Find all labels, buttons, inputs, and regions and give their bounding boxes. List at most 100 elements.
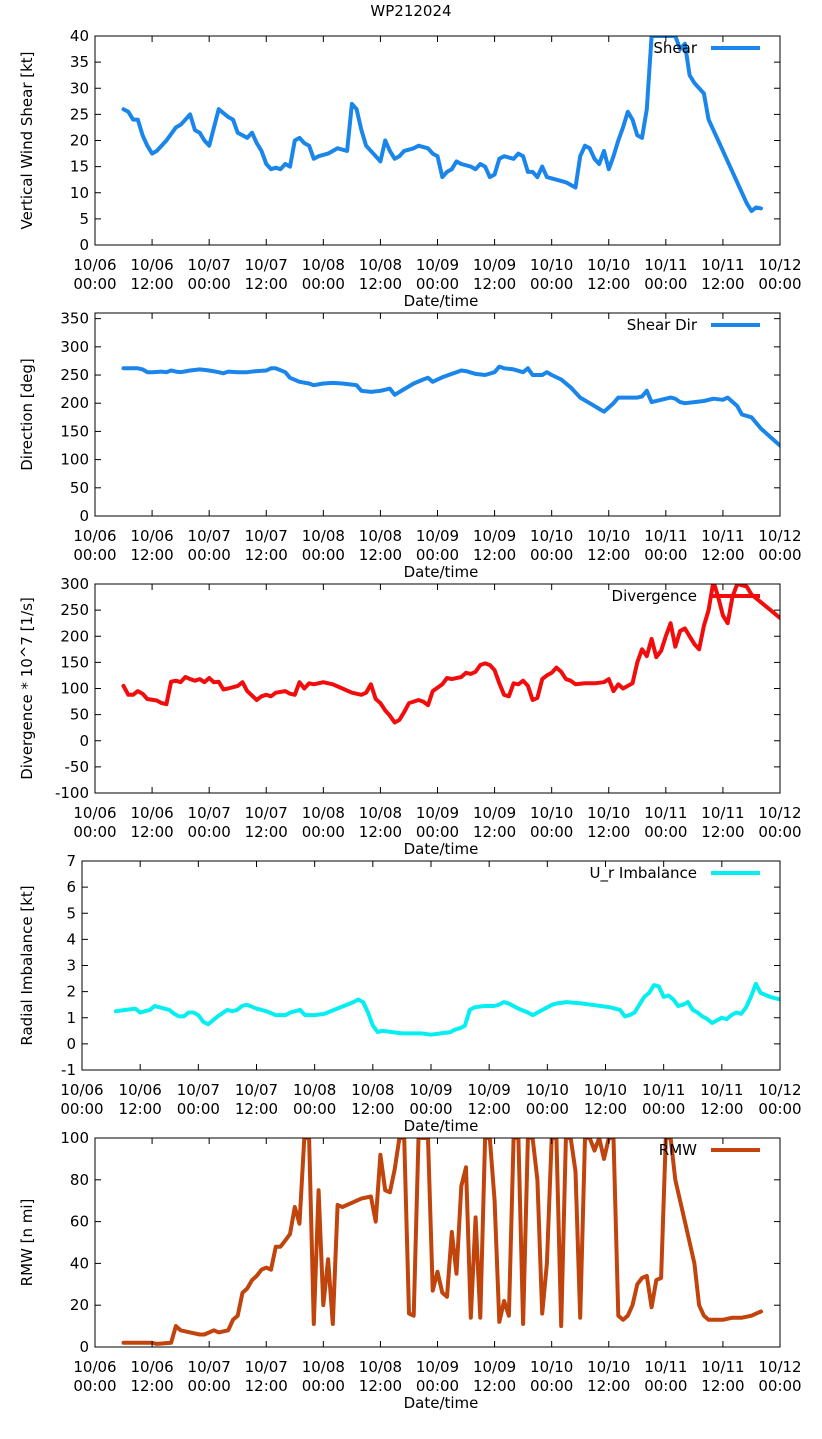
y-tick-label: 100 <box>60 451 89 469</box>
x-tick-label-date: 10/07 <box>245 804 288 822</box>
x-tick-label-date: 10/09 <box>473 804 516 822</box>
x-tick-label-time: 00:00 <box>758 275 801 293</box>
y-tick-label: 150 <box>60 422 89 440</box>
x-tick-label-date: 10/06 <box>73 527 116 545</box>
x-tick-label-date: 10/11 <box>642 1081 685 1099</box>
x-tick-label-time: 00:00 <box>188 1377 231 1395</box>
y-tick-label: 0 <box>79 732 89 750</box>
y-tick-label: 200 <box>60 394 89 412</box>
x-tick-label-date: 10/11 <box>701 1358 744 1376</box>
x-tick-label-time: 12:00 <box>351 1100 394 1118</box>
x-tick-label-date: 10/08 <box>302 804 345 822</box>
plot-frame <box>94 35 781 246</box>
chart-panel-1: 051015202530354010/0600:0010/0612:0010/0… <box>18 27 802 310</box>
x-tick-label-date: 10/07 <box>177 1081 220 1099</box>
x-tick-label-date: 10/11 <box>644 804 687 822</box>
x-tick-label-date: 10/09 <box>409 1081 452 1099</box>
x-tick-label-time: 12:00 <box>587 823 630 841</box>
y-tick-label: 5 <box>66 904 76 922</box>
x-tick-label-time: 00:00 <box>409 1100 452 1118</box>
x-tick-label-time: 00:00 <box>644 823 687 841</box>
x-tick-label-date: 10/09 <box>473 527 516 545</box>
x-tick-label-date: 10/06 <box>60 1081 103 1099</box>
x-tick-label-time: 00:00 <box>644 546 687 564</box>
y-tick-label: 5 <box>79 210 89 228</box>
x-tick-label-date: 10/11 <box>700 1081 743 1099</box>
x-tick-label-time: 00:00 <box>73 1377 116 1395</box>
x-axis-label: Date/time <box>404 1394 479 1412</box>
x-tick-label-time: 12:00 <box>468 1100 511 1118</box>
x-tick-label-time: 12:00 <box>700 1100 743 1118</box>
y-tick-label: 15 <box>70 158 89 176</box>
x-tick-label-time: 12:00 <box>130 275 173 293</box>
figure-title: WP212024 <box>370 2 451 20</box>
x-tick-label-time: 00:00 <box>73 275 116 293</box>
x-tick-label-time: 12:00 <box>701 546 744 564</box>
x-tick-label-date: 10/06 <box>130 527 173 545</box>
x-tick-label-time: 12:00 <box>359 1377 402 1395</box>
x-tick-label-date: 10/08 <box>351 1081 394 1099</box>
x-tick-label-date: 10/10 <box>587 527 630 545</box>
y-tick-label: 0 <box>79 236 89 254</box>
x-tick-label-date: 10/08 <box>359 256 402 274</box>
x-tick-label-date: 10/12 <box>758 1081 801 1099</box>
x-tick-label-time: 12:00 <box>473 1377 516 1395</box>
x-tick-label-time: 12:00 <box>235 1100 278 1118</box>
x-tick-label-date: 10/07 <box>188 256 231 274</box>
x-tick-label-date: 10/07 <box>235 1081 278 1099</box>
x-tick-label-date: 10/07 <box>188 527 231 545</box>
legend-label: U_r Imbalance <box>589 864 697 883</box>
x-tick-label-date: 10/10 <box>584 1081 627 1099</box>
x-tick-label-time: 12:00 <box>701 275 744 293</box>
x-tick-label-date: 10/07 <box>245 1358 288 1376</box>
y-tick-label: 40 <box>70 1254 89 1272</box>
x-tick-label-time: 00:00 <box>73 546 116 564</box>
x-axis-label: Date/time <box>404 292 479 310</box>
x-tick-label-date: 10/09 <box>416 1358 459 1376</box>
chart-panel-2: 05010015020025030035010/0600:0010/0612:0… <box>18 310 802 581</box>
x-tick-label-date: 10/12 <box>758 1358 801 1376</box>
x-tick-label-time: 00:00 <box>758 823 801 841</box>
x-tick-label-time: 00:00 <box>177 1100 220 1118</box>
x-tick-label-date: 10/06 <box>73 804 116 822</box>
x-tick-label-date: 10/09 <box>468 1081 511 1099</box>
y-tick-label: 0 <box>66 1035 76 1053</box>
series-line-divergence <box>121 584 780 725</box>
plot-frame <box>94 312 781 517</box>
x-tick-label-time: 12:00 <box>473 823 516 841</box>
series-line-u-r-imbalance <box>113 981 780 1037</box>
x-tick-label-date: 10/09 <box>416 256 459 274</box>
series-line-shear-dir <box>121 364 780 449</box>
x-tick-label-time: 00:00 <box>642 1100 685 1118</box>
y-tick-label: 20 <box>70 132 89 150</box>
legend-label: RMW <box>659 1141 697 1159</box>
x-tick-label-date: 10/09 <box>473 256 516 274</box>
x-tick-label-time: 12:00 <box>119 1100 162 1118</box>
x-tick-label-date: 10/11 <box>644 527 687 545</box>
x-tick-label-time: 00:00 <box>530 275 573 293</box>
x-tick-label-time: 12:00 <box>130 823 173 841</box>
x-tick-label-date: 10/08 <box>359 804 402 822</box>
x-tick-label-time: 12:00 <box>359 275 402 293</box>
x-tick-label-time: 00:00 <box>293 1100 336 1118</box>
x-tick-label-time: 00:00 <box>530 546 573 564</box>
x-tick-label-date: 10/08 <box>302 1358 345 1376</box>
x-tick-label-date: 10/12 <box>758 256 801 274</box>
x-tick-label-time: 12:00 <box>359 823 402 841</box>
series-line-shear <box>121 36 763 213</box>
legend-label: Shear <box>653 39 697 57</box>
x-axis-label: Date/time <box>404 1117 479 1135</box>
x-tick-label-time: 00:00 <box>188 546 231 564</box>
x-tick-label-time: 12:00 <box>245 275 288 293</box>
y-tick-label: 80 <box>70 1171 89 1189</box>
x-tick-label-time: 12:00 <box>359 546 402 564</box>
x-tick-label-time: 00:00 <box>302 1377 345 1395</box>
x-tick-label-time: 00:00 <box>644 1377 687 1395</box>
y-tick-label: 100 <box>60 1129 89 1147</box>
y-tick-label: 7 <box>66 852 76 870</box>
x-tick-label-time: 00:00 <box>758 1100 801 1118</box>
y-tick-label: 40 <box>70 27 89 45</box>
x-tick-label-date: 10/10 <box>530 1358 573 1376</box>
x-tick-label-date: 10/08 <box>293 1081 336 1099</box>
